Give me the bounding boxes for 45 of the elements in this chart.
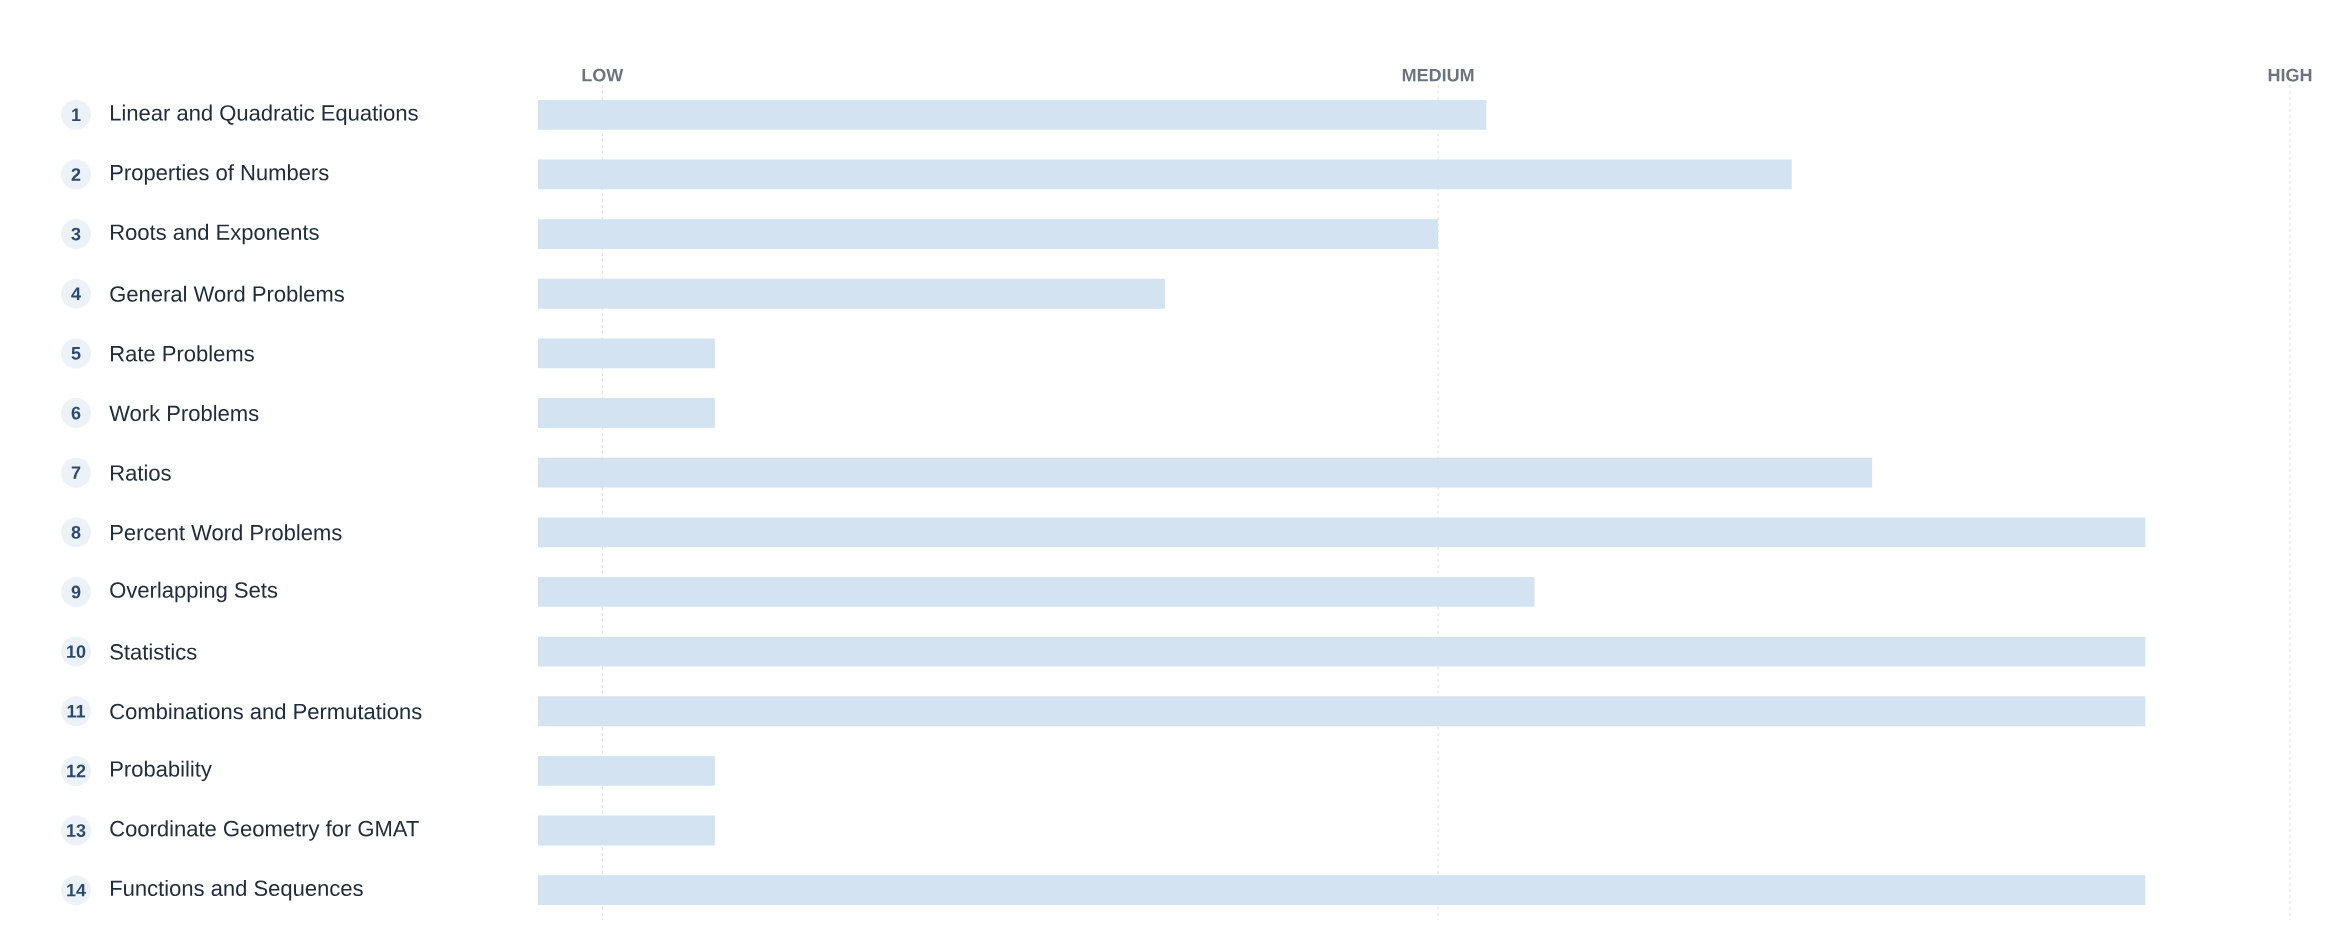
y-tick-label: Rate Problems <box>111 345 254 362</box>
text: 9 <box>71 585 81 599</box>
y-tick-label: Properties of Numbers <box>111 164 329 185</box>
y-tick-label: Overlapping Sets <box>110 581 278 603</box>
y-tick-label: General Word Problems <box>110 285 344 302</box>
y-tick-label: Coordinate Geometry for GMAT <box>110 820 419 841</box>
text: 6 <box>71 406 81 420</box>
y-tick-label: Linear and Quadratic Equations <box>111 104 418 126</box>
y-tick-label: Work Problems <box>109 404 259 422</box>
y-tick-label: Ratios <box>111 464 171 481</box>
bar <box>538 577 1535 607</box>
text: 14 <box>67 883 86 897</box>
bar <box>538 875 2146 906</box>
y-tick-label: Probability <box>111 760 212 782</box>
y-tick-label: Functions and Sequences <box>111 879 363 901</box>
text: 12 <box>67 764 86 778</box>
bar <box>538 99 1487 130</box>
bar <box>538 457 1873 488</box>
ref-line-label: MEDIUM <box>1402 68 1474 82</box>
bar <box>538 517 2146 548</box>
y-tick-label: Combinations and Permutations <box>110 703 422 720</box>
text: 11 <box>67 705 86 718</box>
y-tick-label: Roots and Exponents <box>111 223 319 245</box>
bar <box>538 159 1792 190</box>
text: 3 <box>71 227 81 241</box>
bar <box>538 398 715 428</box>
bar <box>538 636 2146 667</box>
text: 5 <box>71 347 81 360</box>
bar <box>538 219 1439 250</box>
y-tick-label: Percent Word Problems <box>111 524 342 541</box>
bar <box>538 278 1165 309</box>
text: 7 <box>71 466 81 479</box>
y-tick-label: Statistics <box>110 643 197 660</box>
bar <box>538 815 715 846</box>
text: 13 <box>67 824 86 837</box>
text: 10 <box>67 645 86 658</box>
text: 8 <box>71 525 81 539</box>
bar <box>538 755 715 786</box>
ref-line-label: LOW <box>582 68 624 82</box>
text: 1 <box>72 108 81 122</box>
bar <box>538 338 715 369</box>
text: 2 <box>71 168 81 181</box>
ref-line-label: HIGH <box>2268 68 2312 82</box>
bar <box>538 696 2146 727</box>
text: 4 <box>71 287 81 300</box>
